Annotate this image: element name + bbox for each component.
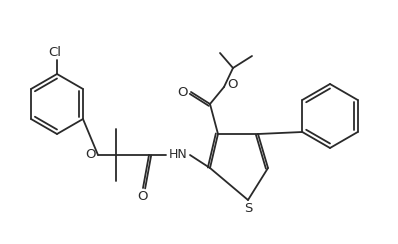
Text: O: O bbox=[85, 148, 95, 161]
Text: S: S bbox=[244, 202, 252, 214]
Text: Cl: Cl bbox=[49, 45, 62, 59]
Text: O: O bbox=[137, 191, 147, 203]
Text: HN: HN bbox=[169, 148, 187, 161]
Text: O: O bbox=[177, 85, 187, 99]
Text: O: O bbox=[228, 78, 238, 91]
